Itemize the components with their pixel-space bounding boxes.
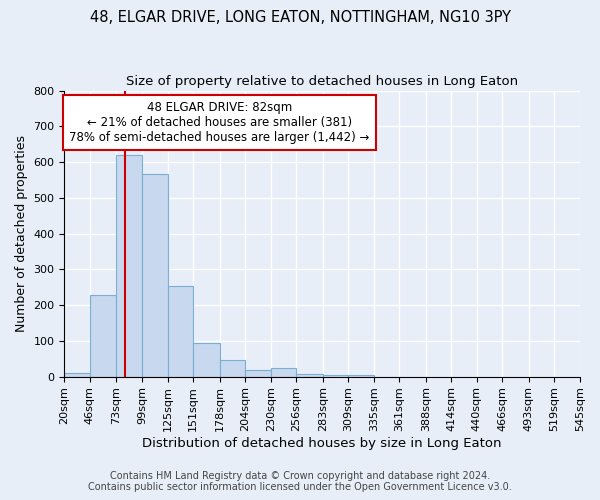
Bar [271,368,296,376]
Bar [142,174,167,376]
Bar [348,375,374,376]
Y-axis label: Number of detached properties: Number of detached properties [15,135,28,332]
Bar [90,295,116,376]
Bar [296,374,323,376]
Bar [64,373,90,376]
Bar [167,286,193,376]
Bar [245,370,271,376]
Text: 48, ELGAR DRIVE, LONG EATON, NOTTINGHAM, NG10 3PY: 48, ELGAR DRIVE, LONG EATON, NOTTINGHAM,… [89,10,511,25]
Bar [323,375,348,376]
X-axis label: Distribution of detached houses by size in Long Eaton: Distribution of detached houses by size … [142,437,502,450]
Bar [220,360,245,376]
Bar [116,155,142,376]
Text: 48 ELGAR DRIVE: 82sqm
← 21% of detached houses are smaller (381)
78% of semi-det: 48 ELGAR DRIVE: 82sqm ← 21% of detached … [70,102,370,144]
Text: Contains HM Land Registry data © Crown copyright and database right 2024.
Contai: Contains HM Land Registry data © Crown c… [88,471,512,492]
Bar [193,342,220,376]
Title: Size of property relative to detached houses in Long Eaton: Size of property relative to detached ho… [126,75,518,88]
